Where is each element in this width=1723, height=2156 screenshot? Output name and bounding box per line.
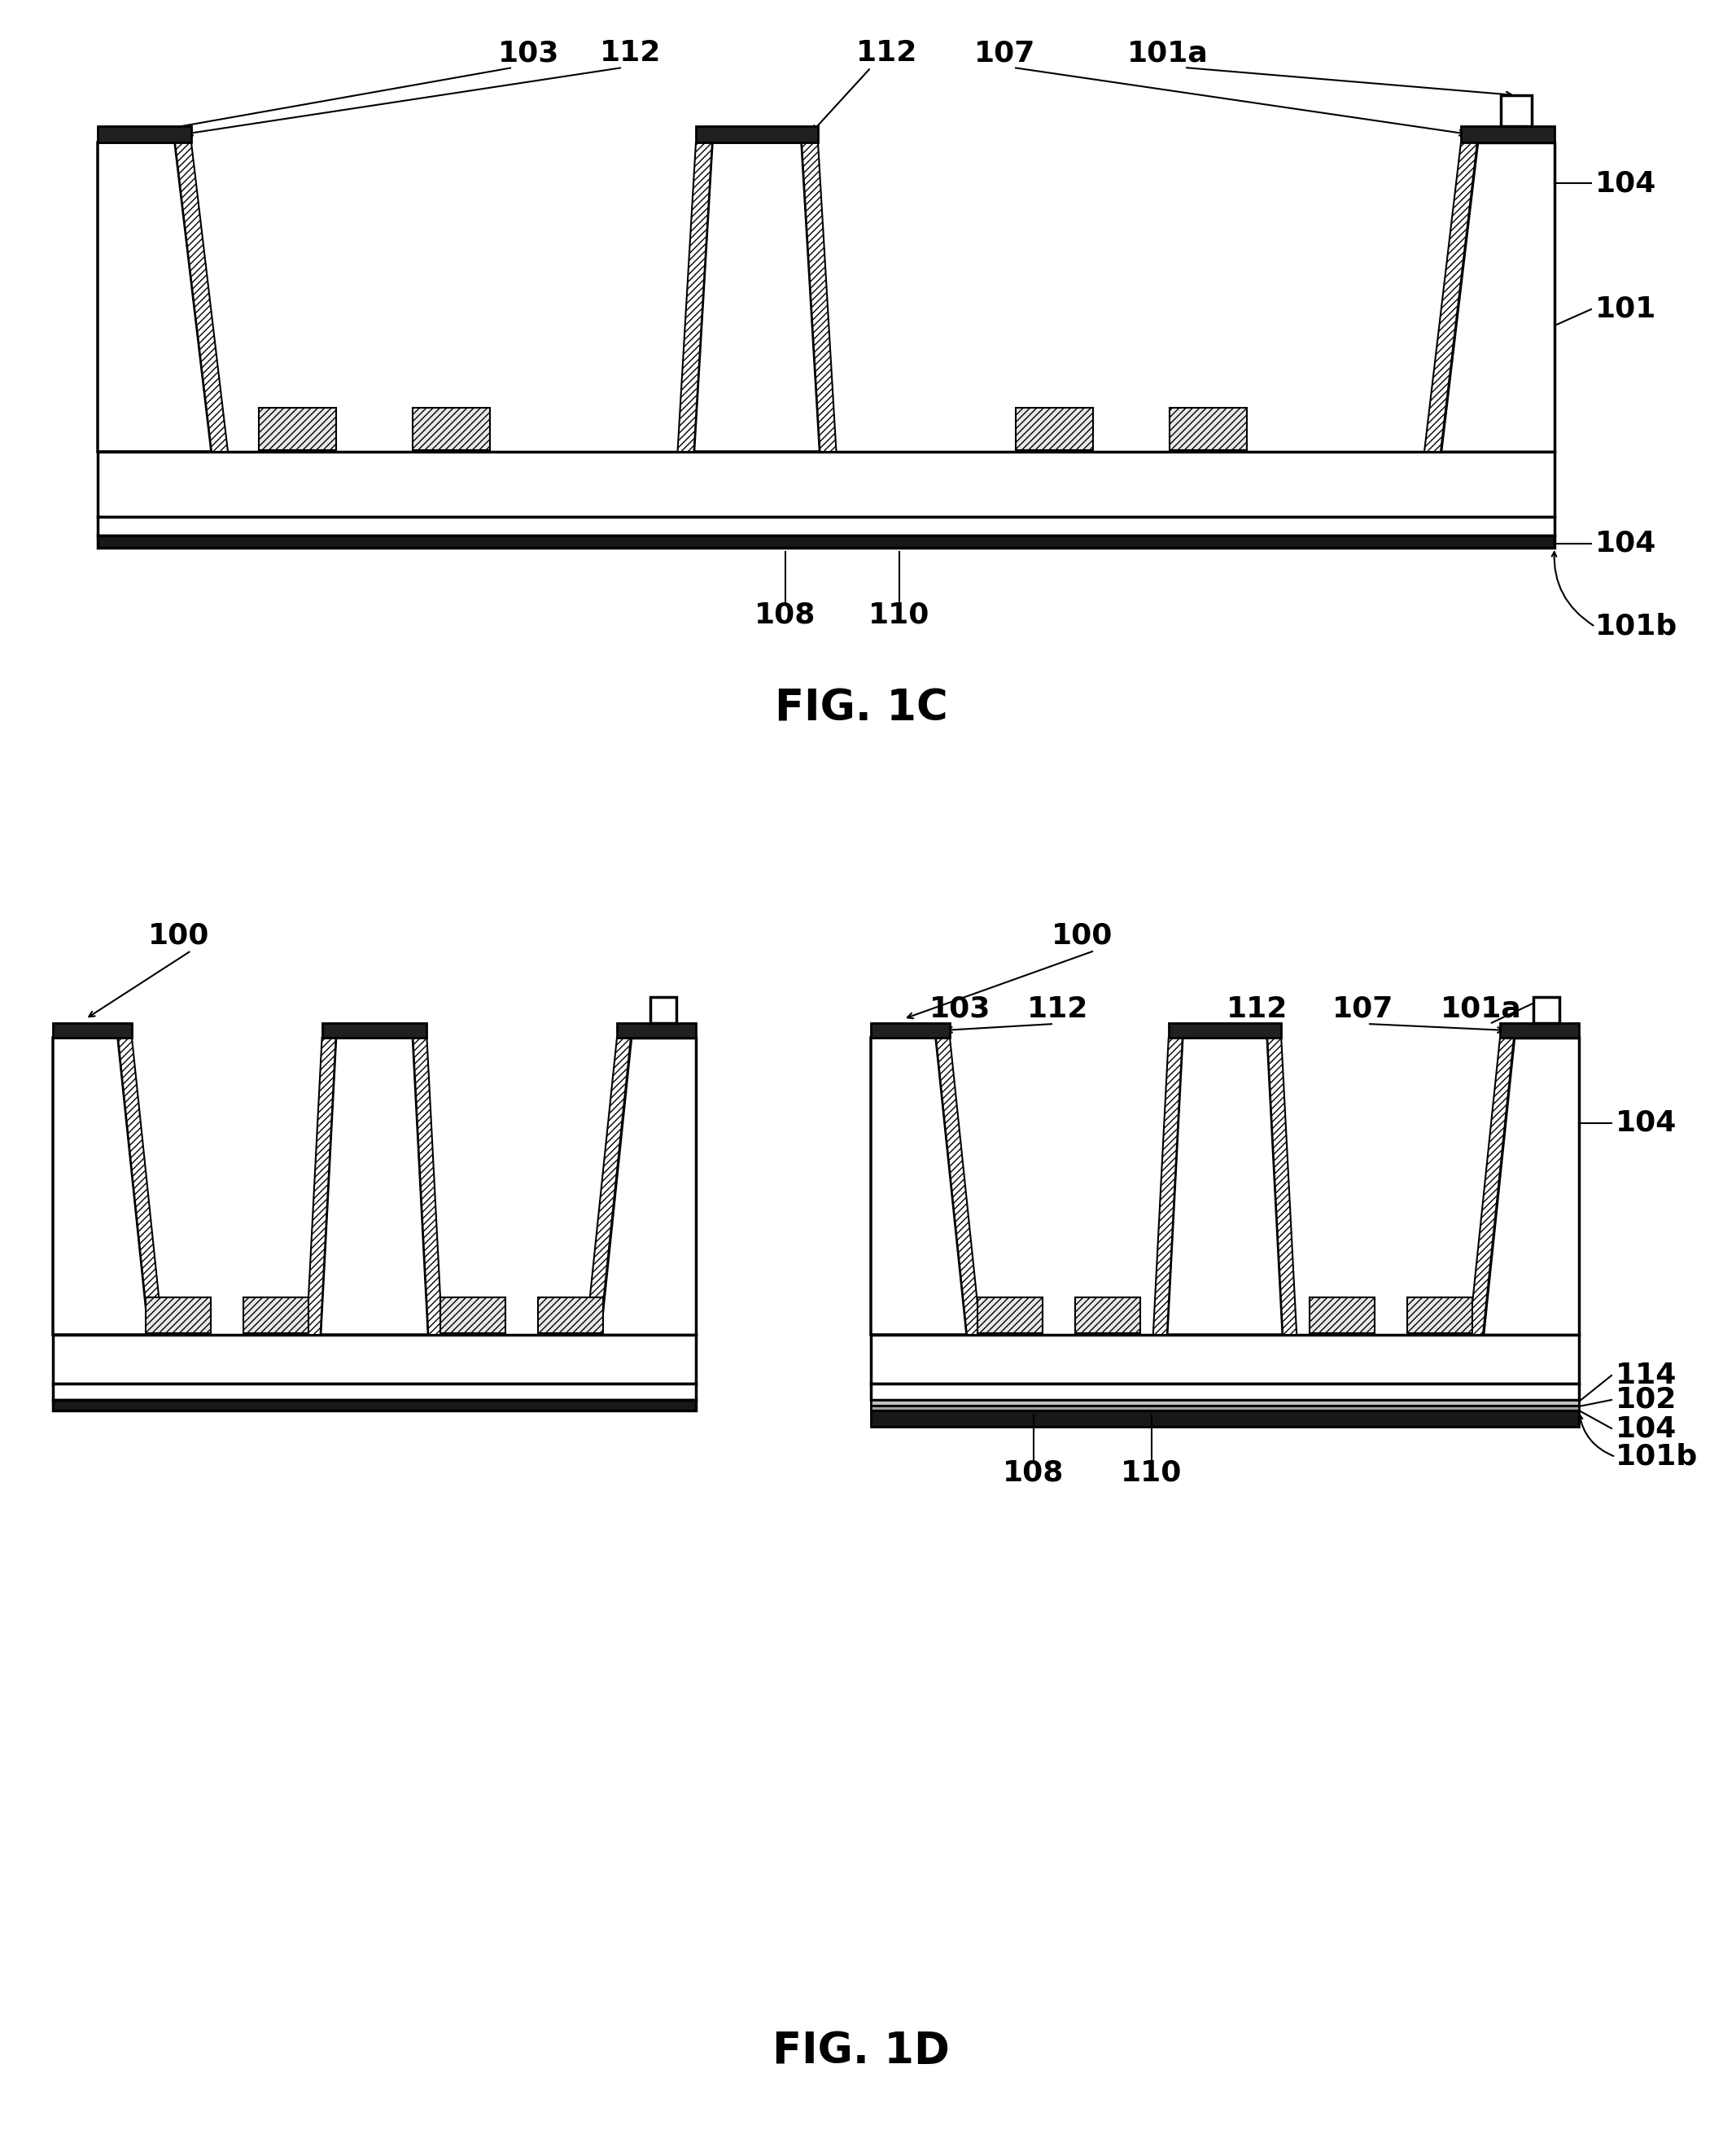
Text: 107: 107 (1332, 996, 1394, 1024)
Bar (322, 1024, 427, 1037)
Text: 104: 104 (1616, 1414, 1676, 1442)
Polygon shape (117, 1037, 162, 1335)
Text: 104: 104 (1595, 530, 1656, 558)
Bar (1461, 127, 1554, 142)
Text: 108: 108 (755, 602, 817, 627)
Polygon shape (176, 142, 227, 453)
Polygon shape (1425, 142, 1477, 453)
Bar (98, 453, 1554, 517)
Polygon shape (586, 1037, 631, 1335)
Polygon shape (936, 1037, 980, 1335)
Text: 101a: 101a (1127, 39, 1208, 67)
Polygon shape (1153, 1037, 1182, 1335)
Bar (243, 1298, 308, 1332)
Bar (441, 1298, 505, 1332)
Polygon shape (53, 1037, 148, 1335)
Polygon shape (1268, 1037, 1297, 1335)
Bar (870, 1410, 1578, 1427)
Bar (1309, 1298, 1375, 1332)
Polygon shape (320, 1037, 429, 1335)
Polygon shape (98, 142, 212, 453)
Text: 103: 103 (498, 39, 560, 67)
Bar (650, 996, 677, 1024)
Text: 112: 112 (1027, 996, 1089, 1024)
Text: 103: 103 (930, 996, 991, 1024)
Text: 101b: 101b (1595, 612, 1678, 640)
Text: 112: 112 (1227, 996, 1289, 1024)
Bar (1075, 1298, 1141, 1332)
Bar (1501, 95, 1532, 127)
Polygon shape (1440, 142, 1554, 453)
Text: 100: 100 (1051, 923, 1113, 951)
Text: 101a: 101a (1440, 996, 1521, 1024)
Bar (1170, 407, 1247, 451)
Text: 107: 107 (975, 39, 1036, 67)
Text: FIG. 1D: FIG. 1D (772, 2029, 949, 2072)
Polygon shape (1470, 1037, 1515, 1335)
Text: 102: 102 (1616, 1386, 1676, 1414)
Bar (870, 1406, 1578, 1410)
Bar (1501, 1024, 1578, 1037)
Bar (870, 1024, 949, 1037)
Bar (145, 1298, 210, 1332)
Text: 101b: 101b (1616, 1442, 1697, 1470)
Bar (870, 1335, 1578, 1384)
Bar (696, 127, 818, 142)
Text: 110: 110 (868, 602, 930, 627)
Polygon shape (1484, 1037, 1578, 1335)
Bar (53, 1024, 133, 1037)
Bar (98, 517, 1554, 535)
Bar (53, 1335, 696, 1384)
Bar (258, 407, 336, 451)
Text: 101: 101 (1595, 295, 1656, 323)
Bar (1017, 407, 1092, 451)
Polygon shape (1166, 1037, 1284, 1335)
Bar (979, 1298, 1042, 1332)
Text: FIG. 1C: FIG. 1C (775, 688, 948, 729)
Text: 100: 100 (148, 923, 210, 951)
Polygon shape (414, 1037, 443, 1335)
Text: 104: 104 (1595, 170, 1656, 196)
Bar (538, 1298, 603, 1332)
Bar (1408, 1298, 1471, 1332)
Bar (617, 1024, 696, 1037)
Bar (412, 407, 489, 451)
Polygon shape (870, 1037, 967, 1335)
Polygon shape (600, 1037, 696, 1335)
Text: 110: 110 (1122, 1460, 1182, 1488)
Text: 108: 108 (1003, 1460, 1065, 1488)
Bar (53, 1384, 696, 1399)
Polygon shape (307, 1037, 336, 1335)
Polygon shape (801, 142, 836, 453)
Text: 104: 104 (1616, 1110, 1676, 1136)
Polygon shape (677, 142, 712, 453)
Bar (1533, 996, 1559, 1024)
Bar (53, 1399, 696, 1410)
Bar (870, 1399, 1578, 1406)
Polygon shape (694, 142, 820, 453)
Bar (98, 127, 191, 142)
Bar (870, 1384, 1578, 1399)
Text: 112: 112 (856, 39, 918, 67)
Bar (1168, 1024, 1282, 1037)
Text: 112: 112 (600, 39, 662, 67)
Bar (98, 535, 1554, 548)
Text: 114: 114 (1616, 1363, 1676, 1388)
